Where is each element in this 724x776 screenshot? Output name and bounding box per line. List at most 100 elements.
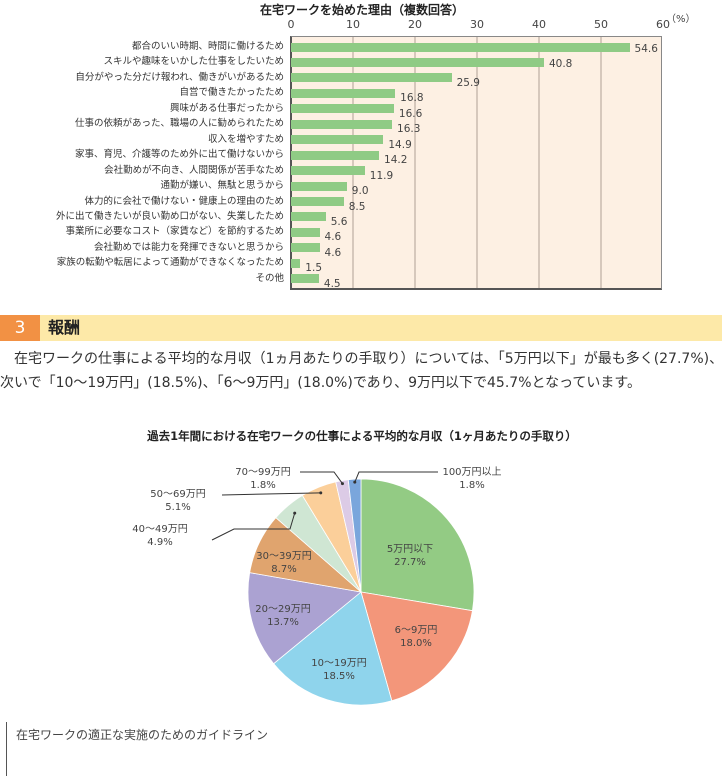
bar-value-label: 25.9 xyxy=(456,76,480,89)
category-label: 自営で働きたかったため xyxy=(179,87,284,99)
slice-percent: 18.5% xyxy=(323,671,355,682)
category-label: 家事、育児、介護等のため外に出て働けないから xyxy=(74,149,284,161)
pie-slice-label: 30～39万円 8.7% xyxy=(256,550,311,576)
section-paragraph: 在宅ワークの仕事による平均的な月収（1ヵ月あたりの手取り）については、「5万円以… xyxy=(0,348,724,395)
pie-slice-label: 70～99万円 1.8% xyxy=(235,466,290,492)
slice-name: 50～69万円 xyxy=(150,489,206,500)
pie-slice-label: 100万円以上 1.8% xyxy=(442,466,501,492)
bar xyxy=(291,197,344,206)
leader-dot xyxy=(340,482,344,486)
slice-name: 70～99万円 xyxy=(235,467,291,478)
category-label: 通勤が嫌い、無駄と思うから xyxy=(160,180,284,192)
slice-name: 30～39万円 xyxy=(256,551,312,562)
bar-value-label: 14.9 xyxy=(388,138,412,151)
pie-chart-title: 過去1年間における在宅ワークの仕事による平均的な月収（1ヶ月あたりの手取り） xyxy=(147,429,577,443)
leader-line xyxy=(211,513,296,541)
bar xyxy=(291,88,396,98)
bar-value-label: 5.6 xyxy=(330,215,348,228)
bar-value-label: 16.8 xyxy=(400,92,424,105)
section-number: 3 xyxy=(0,315,40,341)
category-label: 家族の転勤や転居によって通勤ができなくなったため xyxy=(56,257,284,269)
x-tick-label: 60 xyxy=(656,18,670,31)
slice-percent: 5.1% xyxy=(165,502,191,513)
leader-dot xyxy=(353,480,357,484)
leader-dot xyxy=(293,511,297,515)
bar-value-label: 54.6 xyxy=(634,43,658,55)
bar xyxy=(291,258,301,268)
bar xyxy=(291,135,384,145)
pie-slice xyxy=(360,591,473,702)
slice-percent: 8.7% xyxy=(271,564,297,575)
pie-slice-label: 20～29万円 13.7% xyxy=(255,603,310,629)
x-tick-label: 10 xyxy=(346,18,360,31)
gridline xyxy=(352,37,354,288)
bar-value-label: 4.6 xyxy=(324,231,342,244)
pie-slice-label: 50～69万円 5.1% xyxy=(150,488,205,514)
pie-slice xyxy=(347,478,362,593)
bar-value-label: 11.9 xyxy=(369,169,394,182)
slice-percent: 1.8% xyxy=(459,480,485,491)
slice-name: 6～9万円 xyxy=(394,625,438,636)
bar xyxy=(291,274,319,284)
x-tick-label: 0 xyxy=(287,18,295,31)
pie-slice xyxy=(247,572,362,665)
slice-percent: 4.9% xyxy=(147,537,173,548)
category-label: 事業所に必要なコスト（家賃など）を節約するため xyxy=(65,226,284,238)
category-label: 自分がやった分だけ報われ、働きがいがあるため xyxy=(75,71,284,83)
bar-value-label: 4.6 xyxy=(324,246,342,259)
bar xyxy=(291,181,347,191)
gridline xyxy=(600,37,602,288)
pie-slice-label: 40～49万円 4.9% xyxy=(132,523,187,549)
bar-value-label: 8.5 xyxy=(348,200,366,213)
paragraph-text: 在宅ワークの仕事による平均的な月収（1ヵ月あたりの手取り）については、「5万円以… xyxy=(0,351,724,391)
category-label: 会社勤めでは能力を発揮できないと思うから xyxy=(93,241,284,253)
slice-percent: 27.7% xyxy=(394,557,426,568)
x-tick-label: 30 xyxy=(470,18,484,31)
bar-value-label: 9.0 xyxy=(351,185,369,198)
slice-name: 5万円以下 xyxy=(386,544,434,555)
category-label: 体力的に会社で働けない・健康上の理由のため xyxy=(84,195,284,207)
bar xyxy=(291,243,320,253)
category-label: その他 xyxy=(255,272,284,284)
slice-name: 40～49万円 xyxy=(132,524,188,535)
leader-line xyxy=(354,471,438,483)
leader-line xyxy=(300,471,343,484)
bar xyxy=(291,150,380,160)
category-label: 会社勤めが不向き、人間関係が苦手なため xyxy=(104,164,284,176)
category-label: スキルや趣味をいかした仕事をしたいため xyxy=(103,56,284,68)
bar xyxy=(291,42,630,52)
bar-chart-unit: （%） xyxy=(666,14,696,25)
bar xyxy=(291,166,365,176)
x-tick-label: 40 xyxy=(532,18,546,31)
bar-value-label: 40.8 xyxy=(548,58,573,71)
x-tick-label: 20 xyxy=(408,18,422,31)
category-label: 興味がある仕事だったから xyxy=(169,102,284,114)
bar-value-label: 16.6 xyxy=(398,107,423,120)
slice-name: 20～29万円 xyxy=(255,604,311,615)
bar xyxy=(291,104,394,114)
section-header xyxy=(0,315,722,341)
category-label: 都合のいい時期、時間に働けるため xyxy=(131,41,284,52)
pie-slice xyxy=(273,591,393,706)
footer-divider xyxy=(6,722,7,776)
leader-line xyxy=(221,492,321,496)
bar-value-label: 16.3 xyxy=(397,123,421,136)
gridline xyxy=(476,37,478,288)
pie-slice-label: 6～9万円 18.0% xyxy=(395,624,438,650)
bar xyxy=(291,119,393,129)
slice-percent: 18.0% xyxy=(400,638,432,649)
leader-dot xyxy=(319,491,323,495)
gridline xyxy=(538,37,540,288)
x-tick-label: 50 xyxy=(594,18,608,31)
bar xyxy=(291,227,320,237)
pie-slice-label: 10～19万円 18.5% xyxy=(311,657,366,683)
bar xyxy=(291,212,326,222)
gridline xyxy=(414,37,416,288)
section-title: 報酬 xyxy=(48,318,81,337)
category-label: 外に出て働きたいが良い勤め口がない、失業したため xyxy=(55,210,284,222)
slice-name: 10～19万円 xyxy=(311,658,367,669)
pie-slice xyxy=(360,478,475,612)
bar-chart-title: 在宅ワークを始めた理由（複数回答） xyxy=(259,3,464,17)
bar-value-label: 1.5 xyxy=(305,262,322,275)
